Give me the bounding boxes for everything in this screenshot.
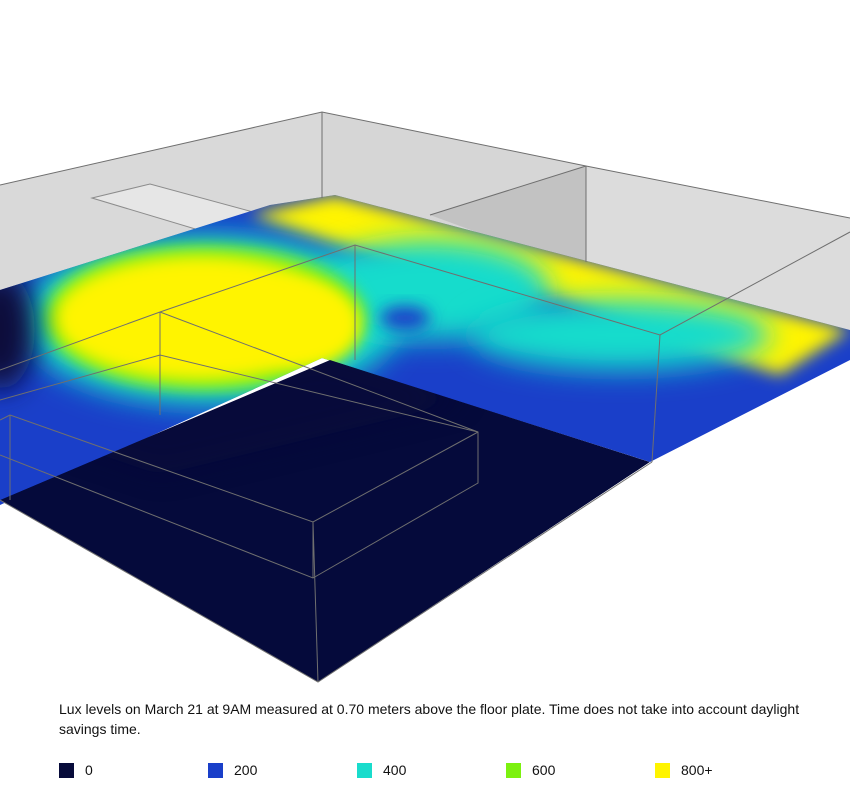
legend-label-400: 400 bbox=[383, 762, 407, 778]
daylight-illuminance-model bbox=[0, 111, 850, 683]
legend-item-400: 400 bbox=[357, 760, 406, 780]
legend-item-600: 600 bbox=[506, 760, 555, 780]
legend-item-200: 200 bbox=[208, 760, 257, 780]
room-wireframe bbox=[0, 111, 850, 683]
legend-swatch-800 bbox=[655, 762, 670, 778]
legend-swatch-0 bbox=[59, 762, 74, 778]
legend-swatch-400 bbox=[357, 762, 372, 778]
legend-label-600: 600 bbox=[532, 762, 556, 778]
interior-partition-wall bbox=[430, 166, 586, 262]
legend-label-800: 800+ bbox=[681, 762, 713, 778]
legend-item-0: 0 bbox=[59, 760, 93, 780]
figure-caption: Lux levels on March 21 at 9AM measured a… bbox=[59, 701, 800, 737]
legend-label-0: 0 bbox=[85, 762, 93, 778]
legend-item-800: 800+ bbox=[655, 760, 713, 780]
legend-swatch-600 bbox=[506, 762, 521, 778]
legend-label-200: 200 bbox=[234, 762, 258, 778]
legend-swatch-200 bbox=[208, 762, 223, 778]
lux-legend: 0 200 400 600 800+ bbox=[59, 760, 839, 780]
back-wall-far-right bbox=[586, 166, 850, 330]
